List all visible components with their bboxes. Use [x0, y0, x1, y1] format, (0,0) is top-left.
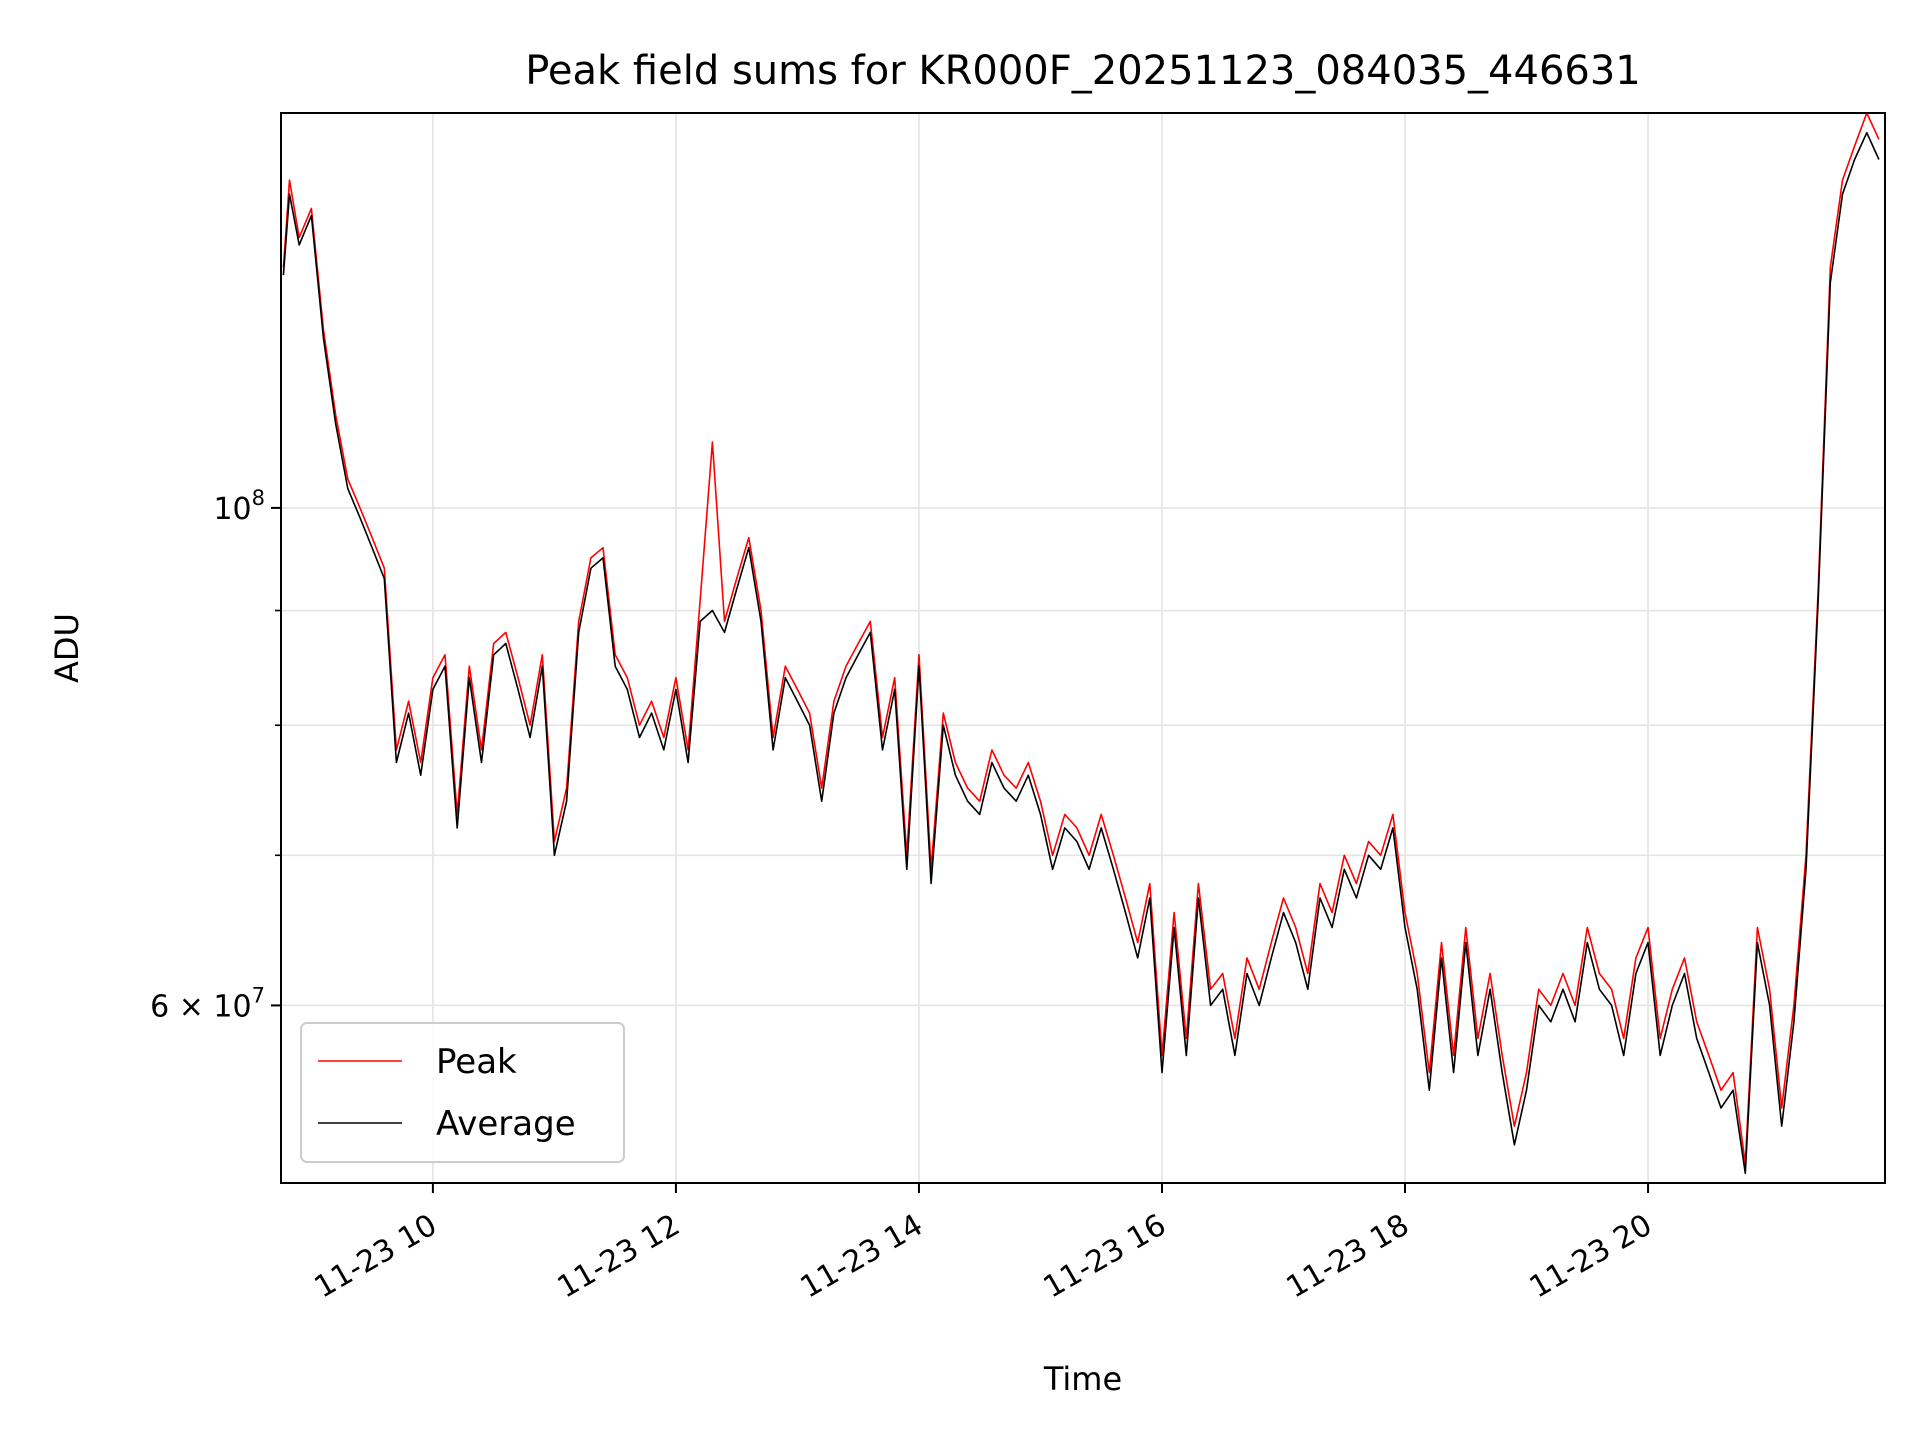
legend-box	[300, 1022, 625, 1163]
legend-label-peak: Peak	[436, 1042, 517, 1082]
grid	[281, 113, 1885, 1183]
y-tick-label-1: 6 × 107	[150, 983, 265, 1024]
legend-label-average: Average	[436, 1104, 576, 1144]
axes-frame	[280, 112, 1886, 1184]
x-axis-label: Time	[1043, 1360, 1122, 1398]
y-axis: 108 6 × 107	[150, 486, 281, 1024]
chart-title: Peak field sums for KR000F_20251123_0840…	[525, 48, 1641, 94]
series-line-average	[282, 131, 1880, 1175]
plot-area	[282, 113, 1880, 1175]
y-tick-label-0: 108	[213, 486, 265, 527]
y-axis-label: ADU	[48, 613, 86, 683]
legend: Peak Average	[300, 1022, 625, 1163]
series-line-peak	[282, 113, 1880, 1165]
